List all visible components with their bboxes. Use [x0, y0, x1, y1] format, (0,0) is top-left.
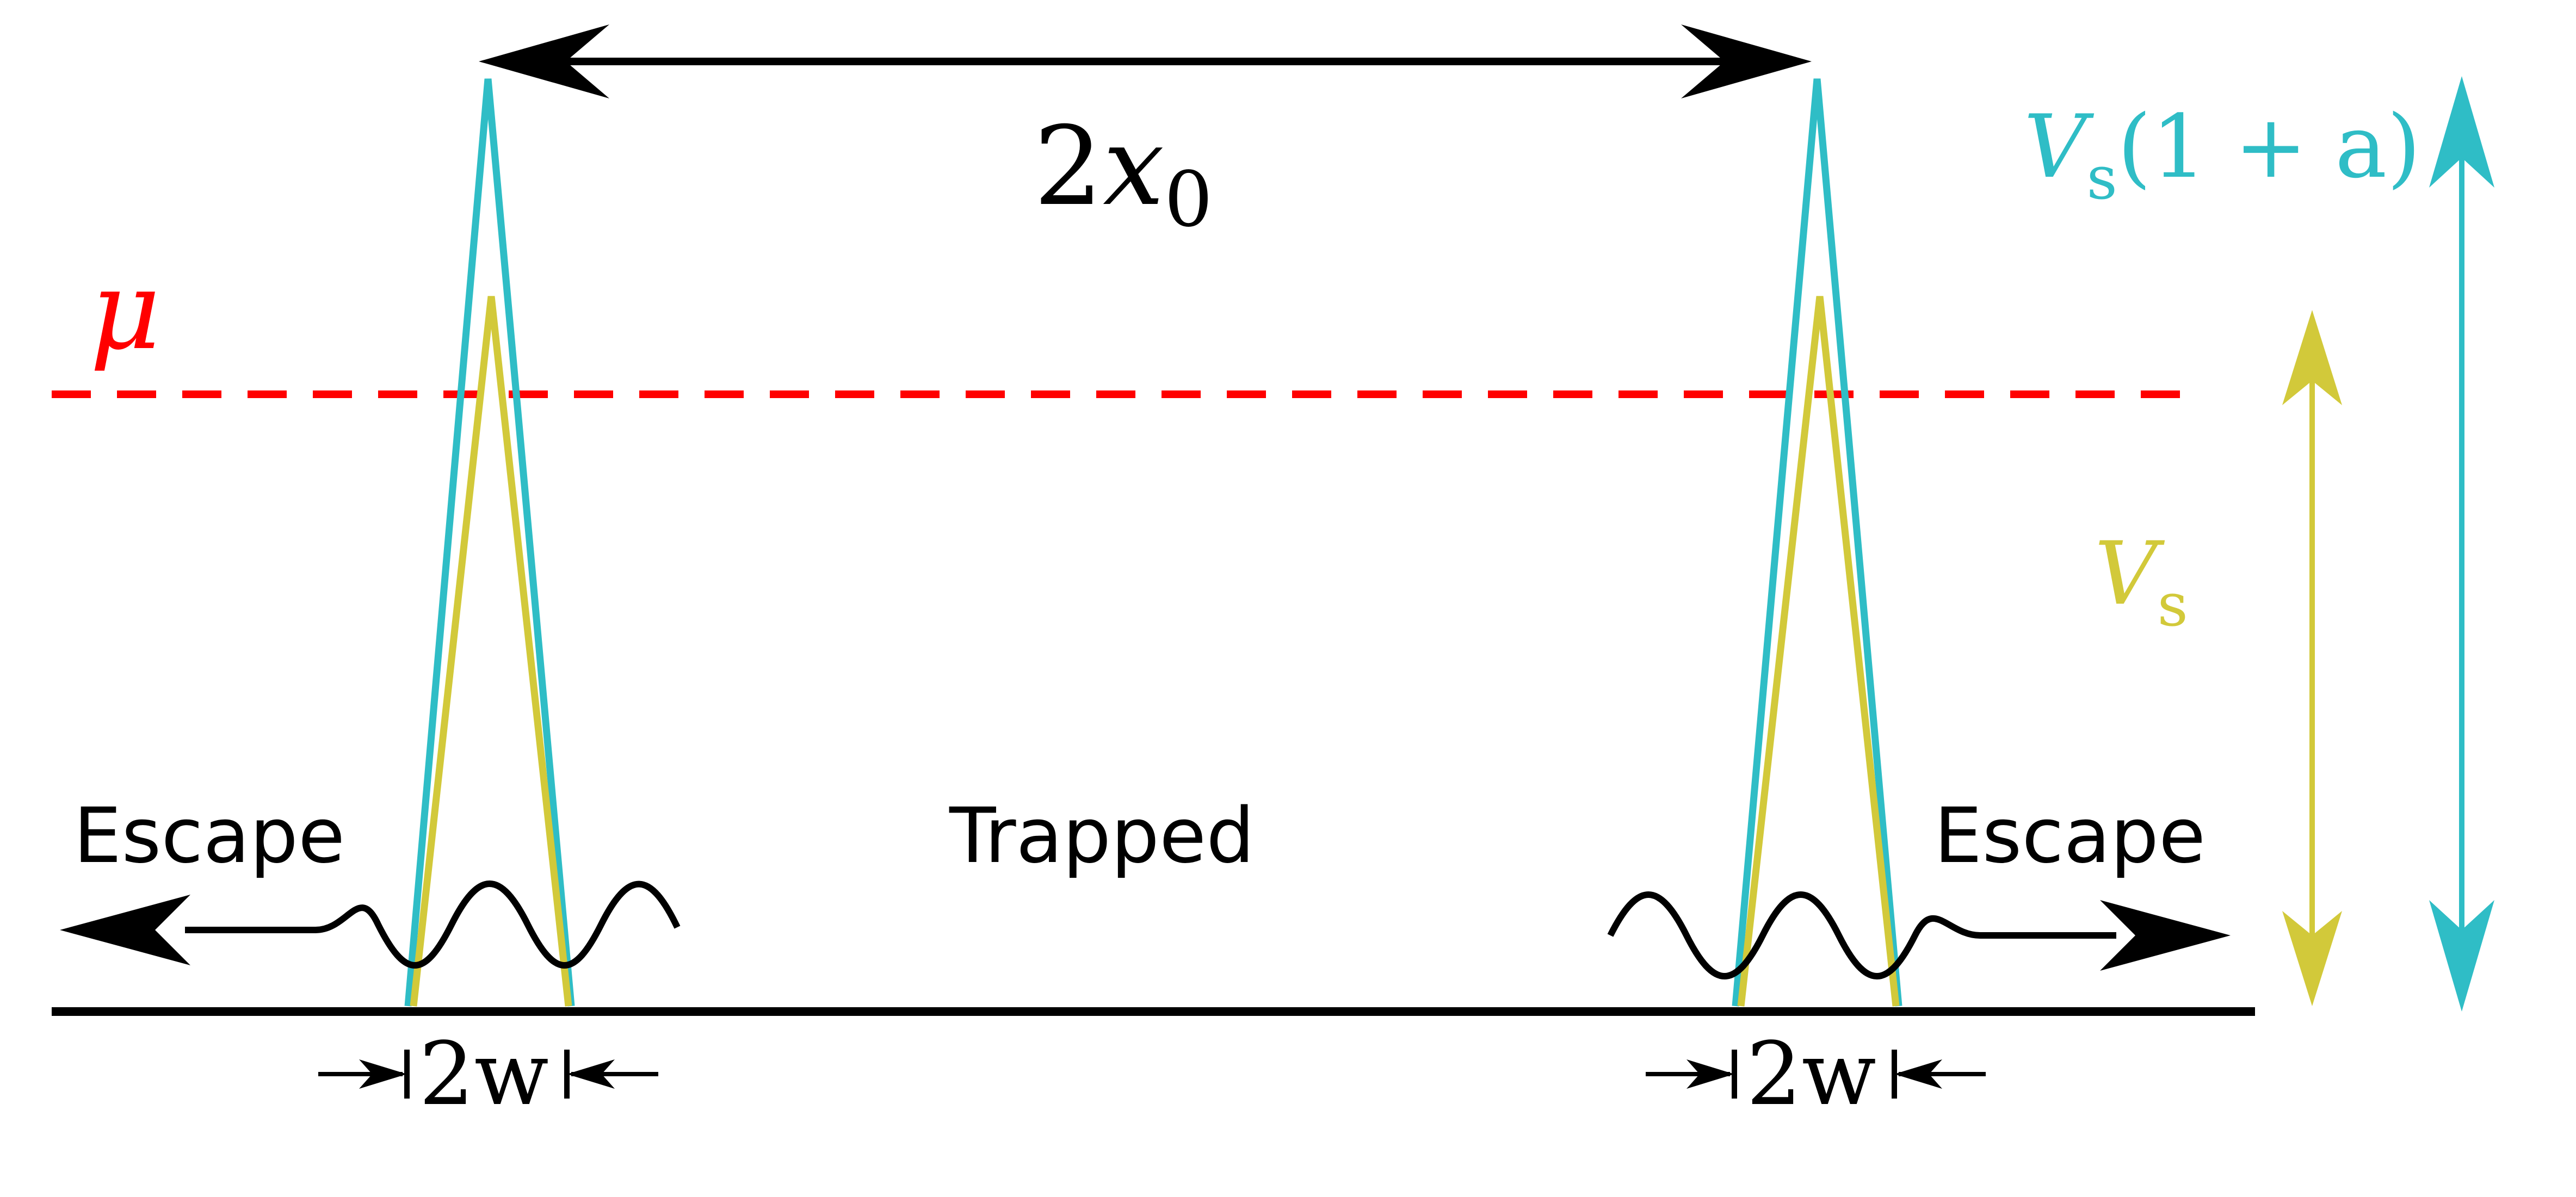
escape-right-label: Escape: [1934, 792, 2206, 880]
right-barrier: [1732, 78, 1902, 1007]
mu-label: μ: [90, 247, 160, 374]
separation-arrow: [479, 24, 1812, 98]
barrier-peak-low: [1737, 296, 1900, 1007]
escape-left-label: Escape: [73, 792, 345, 880]
barrier-peak-high: [1732, 78, 1902, 1007]
right-width-indicator: [1646, 1050, 1986, 1099]
width-right-label: 2w: [1746, 1023, 1876, 1125]
vs1a-height-arrow: [2429, 76, 2494, 1012]
trapped-label: Trapped: [949, 792, 1255, 880]
barrier-peak-low: [410, 296, 572, 1007]
vs-label: Vs: [2095, 523, 2188, 640]
left-barrier: [404, 78, 575, 1007]
left-escape-arrow: [60, 880, 681, 969]
separation-label: 2x0: [1034, 103, 1213, 244]
vs1a-label: Vs(1 + a): [2024, 96, 2421, 213]
left-width-indicator: [318, 1050, 658, 1099]
vs-height-arrow: [2282, 310, 2342, 1006]
width-left-label: 2w: [419, 1023, 549, 1125]
barrier-peak-high: [404, 78, 575, 1007]
right-escape-arrow: [1607, 891, 2231, 979]
